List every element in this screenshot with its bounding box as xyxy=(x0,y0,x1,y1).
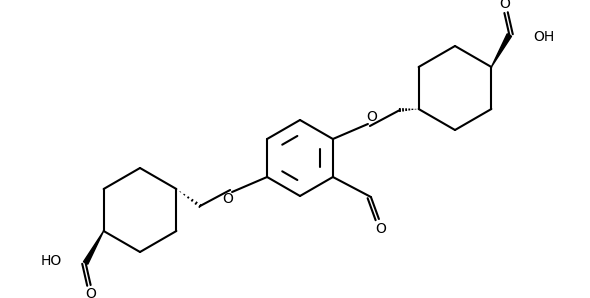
Text: O: O xyxy=(366,110,378,124)
Text: O: O xyxy=(222,192,234,206)
Text: O: O xyxy=(499,0,510,11)
Text: O: O xyxy=(375,222,386,236)
Text: O: O xyxy=(85,287,96,298)
Text: HO: HO xyxy=(40,254,61,268)
Polygon shape xyxy=(491,34,512,67)
Text: OH: OH xyxy=(533,30,555,44)
Polygon shape xyxy=(83,231,104,264)
